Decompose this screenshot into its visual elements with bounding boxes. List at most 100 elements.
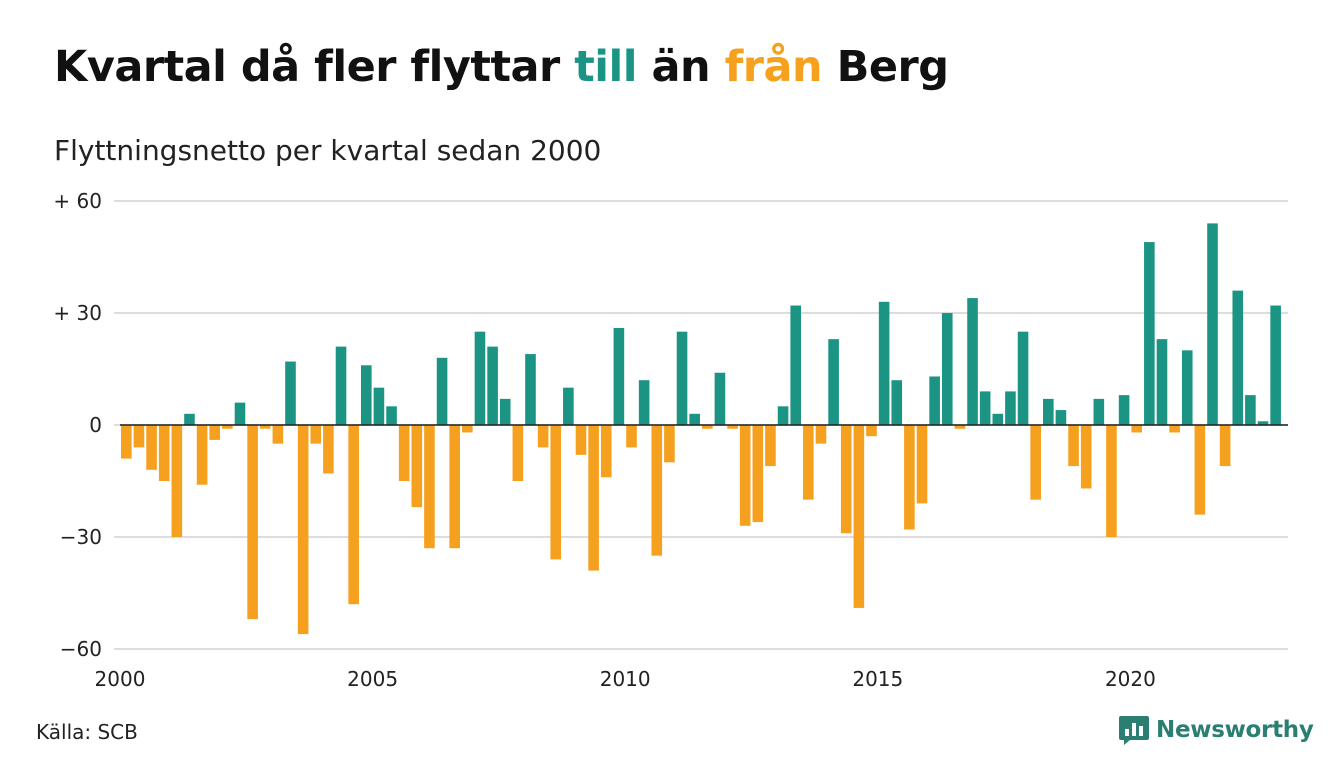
bar-q47 — [702, 425, 713, 429]
bar-q81 — [1131, 425, 1143, 433]
bar-q77 — [1080, 425, 1092, 489]
bar-q74 — [1043, 398, 1054, 425]
chart-subtitle: Flyttningsnetto per kvartal sedan 2000 — [54, 134, 602, 167]
bar-q8 — [209, 425, 221, 440]
bar-q25 — [424, 425, 435, 549]
x-tick-label-2020: 2020 — [1105, 667, 1156, 691]
bar-q3 — [146, 425, 157, 470]
newsworthy-logo: Newsworthy — [1118, 714, 1314, 746]
y-tick-label-4: −60 — [60, 637, 102, 661]
newsworthy-chart-bubble-icon — [1119, 716, 1149, 745]
bar-q39 — [600, 425, 612, 478]
bar-q2 — [133, 425, 145, 448]
bar-q13 — [272, 425, 284, 444]
bar-q92 — [1270, 305, 1281, 425]
bar-q62 — [891, 380, 903, 425]
bar-q52 — [765, 425, 776, 467]
bar-q28 — [462, 425, 473, 433]
bar-q70 — [992, 413, 1004, 425]
bar-q42 — [638, 380, 650, 425]
title-word-fran: från — [724, 42, 823, 92]
x-tick-label-2005: 2005 — [347, 667, 398, 691]
bar-q90 — [1245, 395, 1256, 425]
bar-q29 — [474, 331, 486, 425]
bar-q20 — [360, 365, 372, 425]
bar-q34 — [537, 425, 549, 448]
title-word-till: till — [574, 42, 637, 92]
bar-q31 — [499, 398, 511, 425]
bar-q4 — [158, 425, 170, 481]
bar-q23 — [398, 425, 410, 481]
bar-q12 — [259, 425, 271, 429]
bar-q71 — [1005, 391, 1016, 425]
bar-q60 — [866, 425, 877, 437]
bar-q17 — [323, 425, 334, 474]
bar-q89 — [1232, 290, 1244, 425]
bar-q21 — [373, 387, 385, 425]
bar-q38 — [588, 425, 599, 571]
bar-q43 — [651, 425, 663, 556]
bar-q36 — [563, 387, 574, 425]
bar-q33 — [525, 354, 536, 425]
bar-q46 — [689, 413, 700, 425]
bar-q22 — [386, 406, 397, 425]
bar-q6 — [184, 413, 195, 425]
bar-q65 — [929, 376, 940, 425]
y-tick-label-0: + 60 — [53, 189, 102, 213]
bar-q87 — [1207, 223, 1218, 425]
bar-q50 — [739, 425, 751, 526]
bar-q26 — [436, 357, 448, 425]
title-part-2: än — [636, 42, 725, 92]
bar-q76 — [1068, 425, 1079, 467]
bar-q19 — [348, 425, 359, 605]
bar-q49 — [727, 425, 738, 429]
bar-q75 — [1055, 410, 1067, 425]
bar-q66 — [941, 313, 953, 425]
bar-q83 — [1156, 339, 1168, 425]
bar-q84 — [1169, 425, 1180, 433]
bar-q69 — [979, 391, 991, 425]
bar-q86 — [1194, 425, 1206, 515]
bar-q14 — [285, 361, 296, 425]
bar-q18 — [335, 346, 347, 425]
bar-q48 — [714, 372, 726, 425]
bar-q9 — [222, 425, 233, 429]
title-part-3: Berg — [822, 42, 949, 92]
y-tick-label-3: −30 — [60, 525, 102, 549]
bar-q41 — [626, 425, 637, 448]
x-tick-label-2015: 2015 — [852, 667, 903, 691]
bar-q1 — [121, 425, 132, 459]
bar-q15 — [297, 425, 309, 635]
bar-q80 — [1118, 395, 1130, 425]
bar-q78 — [1093, 398, 1105, 425]
bar-q64 — [916, 425, 928, 504]
bar-q59 — [853, 425, 865, 608]
bar-q57 — [828, 339, 839, 425]
bar-q79 — [1106, 425, 1117, 537]
bar-q91 — [1257, 421, 1269, 425]
bar-q63 — [904, 425, 915, 530]
bar-q16 — [310, 425, 322, 444]
bar-layer — [121, 223, 1281, 635]
x-tick-label-2000: 2000 — [95, 667, 146, 691]
bar-q7 — [196, 425, 208, 485]
bar-q24 — [411, 425, 423, 508]
bar-q45 — [676, 331, 688, 425]
x-tick-label-2010: 2010 — [600, 667, 651, 691]
bar-q85 — [1181, 350, 1193, 425]
bar-q40 — [613, 327, 625, 425]
bar-q53 — [777, 406, 789, 425]
bar-q32 — [512, 425, 524, 481]
bar-q68 — [967, 298, 978, 425]
y-tick-label-1: + 30 — [53, 301, 102, 325]
bar-q51 — [752, 425, 764, 523]
bar-q10 — [234, 402, 246, 425]
bar-q30 — [487, 346, 498, 425]
bar-q67 — [954, 425, 966, 429]
bar-q27 — [449, 425, 460, 549]
logo-text: Newsworthy — [1156, 717, 1314, 743]
bar-q73 — [1030, 425, 1041, 500]
title-part-1: Kvartal då fler flyttar — [54, 42, 575, 92]
bar-q58 — [840, 425, 852, 534]
